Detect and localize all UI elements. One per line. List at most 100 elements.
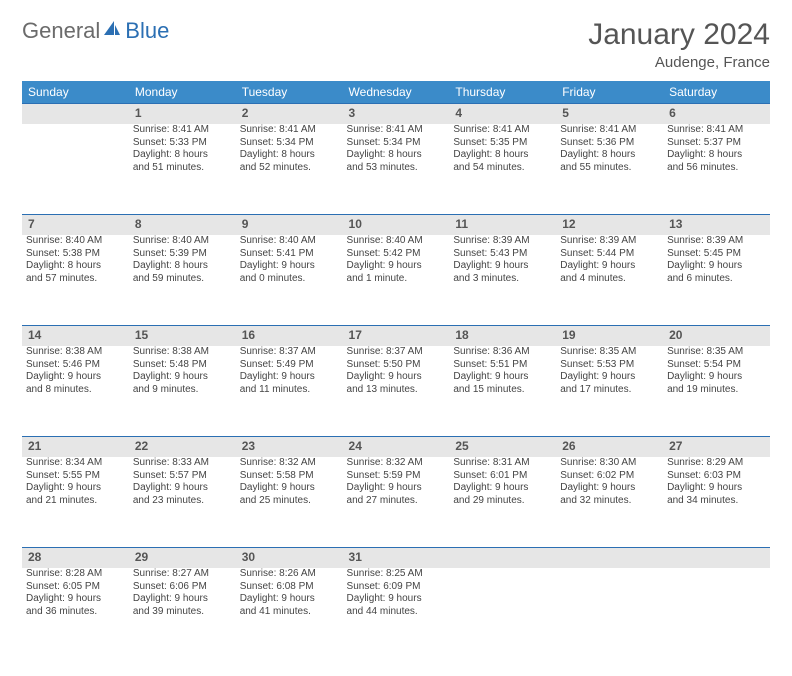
sunset-text: Sunset: 6:02 PM <box>560 470 659 483</box>
sunrise-text: Sunrise: 8:34 AM <box>26 457 125 470</box>
day-cell: Sunrise: 8:40 AMSunset: 5:41 PMDaylight:… <box>236 235 343 326</box>
daylight-text: Daylight: 9 hours <box>133 593 232 606</box>
day-number: 27 <box>663 437 770 458</box>
sunset-text: Sunset: 5:43 PM <box>453 248 552 261</box>
day-cell: Sunrise: 8:29 AMSunset: 6:03 PMDaylight:… <box>663 457 770 548</box>
sunset-text: Sunset: 5:49 PM <box>240 359 339 372</box>
sunset-text: Sunset: 5:35 PM <box>453 137 552 150</box>
sunset-text: Sunset: 6:06 PM <box>133 581 232 594</box>
daynum-row: 78910111213 <box>22 215 770 236</box>
daylight-text: Daylight: 8 hours <box>133 149 232 162</box>
day-cell: Sunrise: 8:27 AMSunset: 6:06 PMDaylight:… <box>129 568 236 658</box>
calendar-table: SundayMondayTuesdayWednesdayThursdayFrid… <box>22 81 770 658</box>
sunrise-text: Sunrise: 8:41 AM <box>347 124 446 137</box>
sunset-text: Sunset: 5:55 PM <box>26 470 125 483</box>
daylight-text: and 3 minutes. <box>453 273 552 286</box>
day-number: 9 <box>236 215 343 236</box>
sunrise-text: Sunrise: 8:40 AM <box>133 235 232 248</box>
day-cell-empty <box>449 568 556 658</box>
daylight-text: Daylight: 9 hours <box>347 593 446 606</box>
day-header: Monday <box>129 81 236 104</box>
day-cell: Sunrise: 8:41 AMSunset: 5:35 PMDaylight:… <box>449 124 556 215</box>
day-number: 28 <box>22 548 129 569</box>
daylight-text: and 17 minutes. <box>560 384 659 397</box>
daylight-text: and 1 minute. <box>347 273 446 286</box>
day-number: 30 <box>236 548 343 569</box>
daylight-text: Daylight: 9 hours <box>240 260 339 273</box>
detail-row: Sunrise: 8:34 AMSunset: 5:55 PMDaylight:… <box>22 457 770 548</box>
day-number: 1 <box>129 104 236 125</box>
calendar-page: General Blue January 2024 Audenge, Franc… <box>0 0 792 676</box>
daylight-text: Daylight: 9 hours <box>560 482 659 495</box>
daynum-row: 21222324252627 <box>22 437 770 458</box>
day-cell: Sunrise: 8:33 AMSunset: 5:57 PMDaylight:… <box>129 457 236 548</box>
day-cell: Sunrise: 8:32 AMSunset: 5:58 PMDaylight:… <box>236 457 343 548</box>
sunset-text: Sunset: 5:59 PM <box>347 470 446 483</box>
day-cell: Sunrise: 8:35 AMSunset: 5:53 PMDaylight:… <box>556 346 663 437</box>
daylight-text: Daylight: 8 hours <box>26 260 125 273</box>
day-cell: Sunrise: 8:25 AMSunset: 6:09 PMDaylight:… <box>343 568 450 658</box>
day-cell: Sunrise: 8:37 AMSunset: 5:50 PMDaylight:… <box>343 346 450 437</box>
daylight-text: Daylight: 9 hours <box>240 482 339 495</box>
sunrise-text: Sunrise: 8:36 AM <box>453 346 552 359</box>
detail-row: Sunrise: 8:28 AMSunset: 6:05 PMDaylight:… <box>22 568 770 658</box>
sunrise-text: Sunrise: 8:41 AM <box>453 124 552 137</box>
daylight-text: and 59 minutes. <box>133 273 232 286</box>
daylight-text: Daylight: 8 hours <box>453 149 552 162</box>
daylight-text: Daylight: 9 hours <box>26 371 125 384</box>
daylight-text: Daylight: 9 hours <box>240 593 339 606</box>
sunrise-text: Sunrise: 8:40 AM <box>240 235 339 248</box>
daylight-text: and 15 minutes. <box>453 384 552 397</box>
sunset-text: Sunset: 5:50 PM <box>347 359 446 372</box>
day-number: 26 <box>556 437 663 458</box>
sunrise-text: Sunrise: 8:25 AM <box>347 568 446 581</box>
sunset-text: Sunset: 5:41 PM <box>240 248 339 261</box>
day-cell: Sunrise: 8:30 AMSunset: 6:02 PMDaylight:… <box>556 457 663 548</box>
day-cell-empty <box>556 568 663 658</box>
daylight-text: and 34 minutes. <box>667 495 766 508</box>
daynum-row: 14151617181920 <box>22 326 770 347</box>
brand-text-1: General <box>22 18 100 44</box>
day-cell: Sunrise: 8:38 AMSunset: 5:48 PMDaylight:… <box>129 346 236 437</box>
day-number: 13 <box>663 215 770 236</box>
brand-text-2: Blue <box>125 18 169 44</box>
day-number: 14 <box>22 326 129 347</box>
sunset-text: Sunset: 5:37 PM <box>667 137 766 150</box>
day-cell: Sunrise: 8:39 AMSunset: 5:45 PMDaylight:… <box>663 235 770 326</box>
sunset-text: Sunset: 5:36 PM <box>560 137 659 150</box>
day-cell: Sunrise: 8:38 AMSunset: 5:46 PMDaylight:… <box>22 346 129 437</box>
sunrise-text: Sunrise: 8:38 AM <box>133 346 232 359</box>
sunset-text: Sunset: 5:58 PM <box>240 470 339 483</box>
month-title: January 2024 <box>588 18 770 52</box>
daylight-text: and 4 minutes. <box>560 273 659 286</box>
day-number: 17 <box>343 326 450 347</box>
sunrise-text: Sunrise: 8:26 AM <box>240 568 339 581</box>
sunrise-text: Sunrise: 8:41 AM <box>560 124 659 137</box>
sunrise-text: Sunrise: 8:40 AM <box>26 235 125 248</box>
sunset-text: Sunset: 5:45 PM <box>667 248 766 261</box>
title-block: January 2024 Audenge, France <box>588 18 770 71</box>
day-cell: Sunrise: 8:40 AMSunset: 5:42 PMDaylight:… <box>343 235 450 326</box>
day-header: Saturday <box>663 81 770 104</box>
daylight-text: and 0 minutes. <box>240 273 339 286</box>
day-header: Tuesday <box>236 81 343 104</box>
sunrise-text: Sunrise: 8:41 AM <box>133 124 232 137</box>
brand-logo: General Blue <box>22 18 169 44</box>
daylight-text: and 29 minutes. <box>453 495 552 508</box>
detail-row: Sunrise: 8:41 AMSunset: 5:33 PMDaylight:… <box>22 124 770 215</box>
sunrise-text: Sunrise: 8:27 AM <box>133 568 232 581</box>
daylight-text: and 52 minutes. <box>240 162 339 175</box>
page-header: General Blue January 2024 Audenge, Franc… <box>22 18 770 71</box>
day-number: 15 <box>129 326 236 347</box>
day-header: Friday <box>556 81 663 104</box>
daylight-text: and 55 minutes. <box>560 162 659 175</box>
daylight-text: Daylight: 9 hours <box>26 482 125 495</box>
sunrise-text: Sunrise: 8:37 AM <box>347 346 446 359</box>
day-cell: Sunrise: 8:37 AMSunset: 5:49 PMDaylight:… <box>236 346 343 437</box>
day-cell: Sunrise: 8:41 AMSunset: 5:34 PMDaylight:… <box>343 124 450 215</box>
sunrise-text: Sunrise: 8:33 AM <box>133 457 232 470</box>
day-number: 7 <box>22 215 129 236</box>
daylight-text: and 54 minutes. <box>453 162 552 175</box>
sunrise-text: Sunrise: 8:31 AM <box>453 457 552 470</box>
daylight-text: Daylight: 9 hours <box>133 371 232 384</box>
